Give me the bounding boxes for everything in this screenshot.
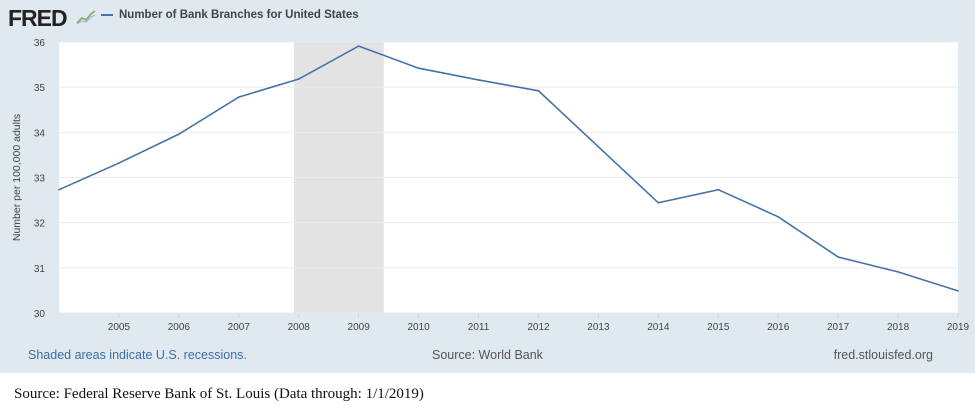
x-tick-label: 2017 (827, 322, 850, 333)
data-point (357, 45, 360, 47)
data-point (657, 201, 660, 204)
y-tick-label: 31 (34, 264, 46, 275)
y-tick-label: 34 (34, 128, 46, 139)
fred-sparkline-icon (76, 10, 96, 25)
x-tick-label: 2005 (108, 322, 131, 333)
data-point (837, 256, 839, 258)
line-chart: 30 31 32 33 34 35 36 2005 2006 2007 2008 2009 2010 20… (11, 38, 970, 333)
y-tick-label: 33 (34, 174, 46, 185)
data-point (118, 162, 120, 164)
x-tick-label: 2016 (767, 322, 790, 333)
y-axis-label: Number per 100,000 adults (11, 114, 23, 241)
data-point (897, 271, 899, 273)
x-tick-label: 2014 (647, 322, 670, 333)
x-tick-label: 2019 (947, 322, 970, 333)
data-point (777, 215, 779, 218)
data-point (477, 79, 480, 81)
legend-label: Number of Bank Branches for United State… (119, 9, 359, 21)
source-caption: Source: Federal Reserve Bank of St. Loui… (14, 386, 424, 402)
data-point (537, 89, 540, 92)
x-tick-label: 2010 (407, 322, 430, 333)
data-point (58, 188, 60, 191)
x-tick-label: 2013 (587, 322, 610, 333)
x-tick-label: 2006 (168, 322, 191, 333)
data-point (957, 290, 959, 292)
data-source: Source: World Bank (432, 348, 543, 362)
x-tick-label: 2015 (707, 322, 730, 333)
x-tick-label: 2011 (468, 322, 490, 333)
site-link[interactable]: fred.stlouisfed.org (833, 348, 933, 362)
fred-logo[interactable]: FRED (8, 5, 68, 31)
y-tick-label: 35 (34, 83, 46, 94)
data-point (597, 145, 600, 148)
x-tick-label: 2018 (887, 322, 910, 333)
series-line (58, 45, 959, 292)
recession-note: Shaded areas indicate U.S. recessions. (28, 348, 247, 362)
data-point (297, 78, 300, 80)
legend-swatch (101, 14, 113, 16)
y-tick-label: 30 (34, 309, 46, 320)
chart-legend: Number of Bank Branches for United State… (101, 9, 359, 21)
data-point (717, 188, 720, 191)
y-tick-label: 32 (34, 219, 46, 230)
x-tick-label: 2012 (527, 322, 550, 333)
data-point (238, 96, 240, 98)
x-tick-label: 2009 (348, 322, 371, 333)
x-tick-label: 2007 (228, 322, 251, 333)
data-point (178, 133, 180, 135)
y-tick-label: 36 (34, 38, 46, 49)
data-point (417, 67, 420, 69)
x-tick-label: 2008 (288, 322, 311, 333)
